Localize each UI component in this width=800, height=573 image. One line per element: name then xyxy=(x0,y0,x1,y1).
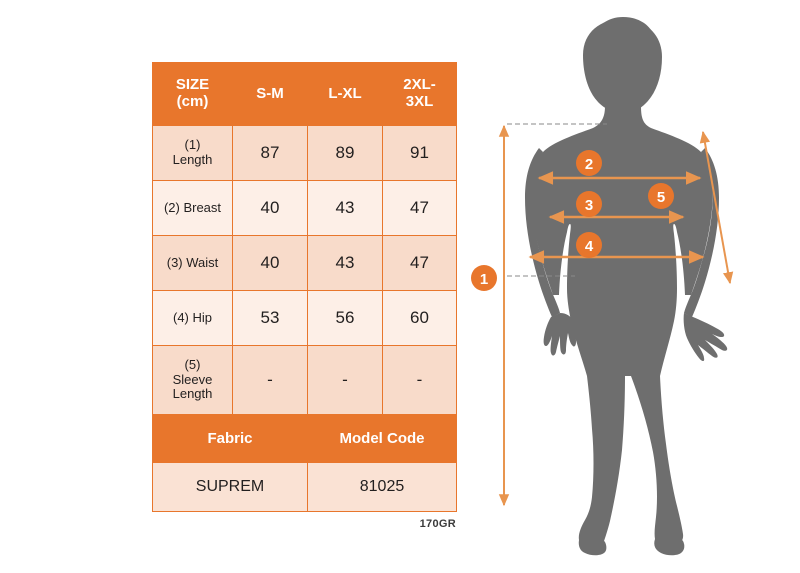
cell-length-2xl-3xl: 91 xyxy=(382,125,457,181)
table-row-length: (1) Length 87 89 91 xyxy=(152,125,457,181)
size-chart-table: SIZE (cm) S-M L-XL 2XL- 3XL (1) Length 8… xyxy=(152,62,457,512)
measurement-figure-panel: 1 2 3 4 5 xyxy=(455,0,800,573)
cell-length-l-xl: 89 xyxy=(307,125,383,181)
column-header-size-line1: SIZE xyxy=(175,76,210,94)
column-header-size: SIZE (cm) xyxy=(152,62,233,126)
measure-arrow-sleeve-length xyxy=(699,130,734,285)
marker-5-sleeve-length: 5 xyxy=(648,183,674,209)
weight-note: 170GR xyxy=(419,518,456,530)
table-row-fabric-values: SUPREM 81025 xyxy=(152,462,457,512)
table-row-fabric-header: Fabric Model Code xyxy=(152,414,457,463)
cell-length-s-m: 87 xyxy=(232,125,308,181)
cell-breast-2xl-3xl: 47 xyxy=(382,180,457,236)
cell-hip-s-m: 53 xyxy=(232,290,308,346)
column-header-s-m: S-M xyxy=(232,62,308,126)
cell-breast-l-xl: 43 xyxy=(307,180,383,236)
row-label-waist: (3) Waist xyxy=(152,235,233,291)
column-header-2xl-3xl-line2: 3XL xyxy=(405,93,434,110)
row-label-length: (1) Length xyxy=(152,125,233,181)
column-header-2xl-3xl: 2XL- 3XL xyxy=(382,62,457,126)
table-row-waist: (3) Waist 40 43 47 xyxy=(152,235,457,291)
cell-waist-l-xl: 43 xyxy=(307,235,383,291)
column-header-size-line2: (cm) xyxy=(176,93,209,110)
table-header-row: SIZE (cm) S-M L-XL 2XL- 3XL xyxy=(152,62,457,126)
cell-breast-s-m: 40 xyxy=(232,180,308,236)
row-label-sleeve-line3: Length xyxy=(172,386,213,402)
cell-waist-2xl-3xl: 47 xyxy=(382,235,457,291)
fabric-label: Fabric xyxy=(152,414,308,463)
marker-3-label: 3 xyxy=(585,197,593,214)
female-silhouette-icon xyxy=(525,17,728,556)
column-header-l-xl: L-XL xyxy=(307,62,383,126)
row-label-breast: (2) Breast xyxy=(152,180,233,236)
marker-2-label: 2 xyxy=(585,156,593,173)
column-header-2xl-3xl-line1: 2XL- xyxy=(403,76,436,94)
row-label-sleeve-length: (5) Sleeve Length xyxy=(152,345,233,415)
fabric-value: SUPREM xyxy=(152,462,308,512)
row-label-sleeve-line2: Sleeve xyxy=(172,371,213,387)
marker-5-label: 5 xyxy=(657,189,665,206)
cell-sleeve-l-xl: - xyxy=(307,345,383,415)
marker-1-length: 1 xyxy=(471,265,497,291)
cell-waist-s-m: 40 xyxy=(232,235,308,291)
size-chart-table-container: SIZE (cm) S-M L-XL 2XL- 3XL (1) Length 8… xyxy=(152,62,457,512)
marker-2-breast: 2 xyxy=(576,150,602,176)
row-label-hip: (4) Hip xyxy=(152,290,233,346)
table-row-breast: (2) Breast 40 43 47 xyxy=(152,180,457,236)
row-label-sleeve-line1: (5) xyxy=(184,356,201,372)
marker-4-hip: 4 xyxy=(576,232,602,258)
row-label-length-line1: (1) xyxy=(184,137,201,153)
marker-4-label: 4 xyxy=(585,238,594,255)
table-row-hip: (4) Hip 53 56 60 xyxy=(152,290,457,346)
cell-hip-l-xl: 56 xyxy=(307,290,383,346)
cell-hip-2xl-3xl: 60 xyxy=(382,290,457,346)
row-label-length-line2: Length xyxy=(172,152,213,167)
marker-3-waist: 3 xyxy=(576,191,602,217)
model-code-label: Model Code xyxy=(307,414,457,463)
cell-sleeve-s-m: - xyxy=(232,345,308,415)
model-code-value: 81025 xyxy=(307,462,457,512)
cell-sleeve-2xl-3xl: - xyxy=(382,345,457,415)
table-row-sleeve-length: (5) Sleeve Length - - - xyxy=(152,345,457,415)
marker-1-label: 1 xyxy=(480,271,488,288)
